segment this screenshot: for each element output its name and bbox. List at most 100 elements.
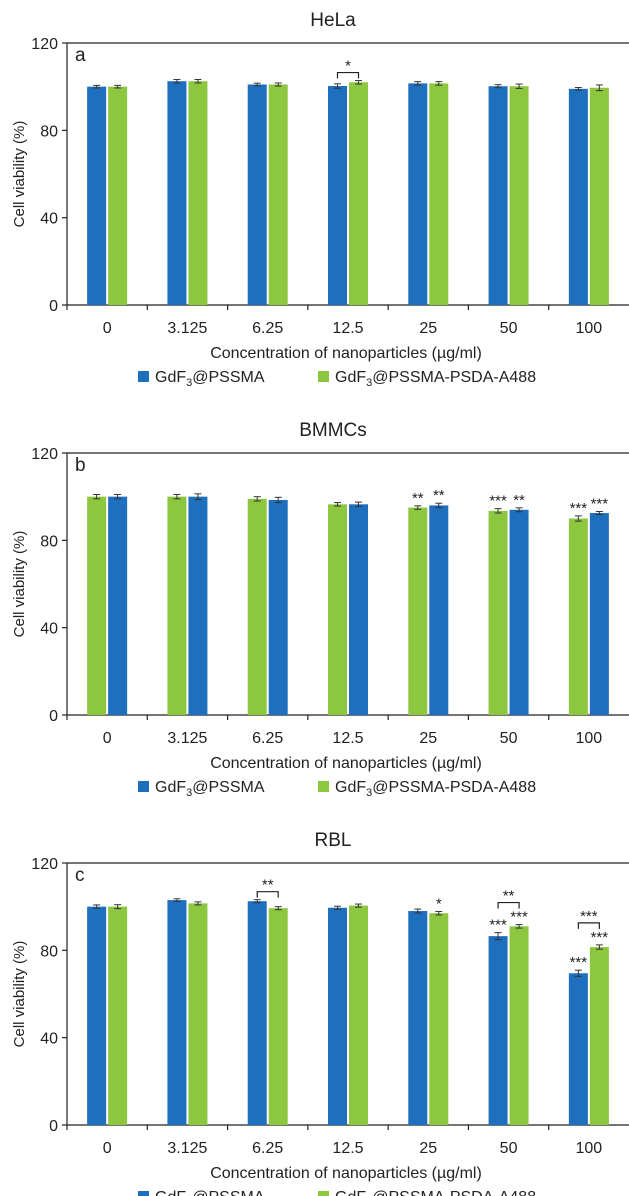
- y-tick-label: 120: [31, 446, 58, 463]
- significance-mark: ***: [591, 929, 609, 946]
- bar: [488, 510, 508, 715]
- significance-mark: ***: [570, 500, 588, 517]
- chart-title: BMMCs: [299, 420, 367, 441]
- x-tick-label: 0: [103, 730, 112, 747]
- y-tick-label: 120: [31, 856, 58, 873]
- y-tick-label: 0: [49, 298, 58, 315]
- legend-label-psda: GdF3@PSSMA-PSDA-A488: [335, 1189, 536, 1196]
- x-tick-label: 6.25: [252, 730, 283, 747]
- x-tick-label: 50: [500, 320, 518, 337]
- x-tick-label: 25: [419, 320, 437, 337]
- bar: [509, 509, 529, 715]
- bar: [408, 507, 428, 715]
- y-tick-label: 40: [40, 1031, 58, 1048]
- y-tick-label: 40: [40, 211, 58, 228]
- x-tick-label: 50: [500, 1140, 518, 1157]
- bar: [87, 86, 107, 306]
- legend-label-subscript: 3: [366, 787, 372, 799]
- x-tick-label: 6.25: [252, 1140, 283, 1157]
- significance-mark: ***: [489, 493, 507, 510]
- legend-label-subscript: 3: [186, 377, 192, 389]
- legend-label-psda: GdF3@PSSMA-PSDA-A488: [335, 369, 536, 389]
- legend-label-part: @PSSMA: [192, 779, 265, 796]
- legend-label-part: @PSSMA-PSDA-A488: [372, 779, 536, 796]
- legend-label-part: GdF: [155, 369, 186, 386]
- legend-swatch-pssma: [138, 371, 149, 382]
- chart-title: RBL: [315, 830, 352, 851]
- bar: [328, 907, 347, 1125]
- x-tick-label: 12.5: [332, 730, 363, 747]
- legend-swatch-psda: [318, 1191, 329, 1196]
- legend-label-pssma: GdF3@PSSMA: [155, 779, 265, 799]
- bar: [429, 505, 449, 715]
- x-tick-label: 12.5: [332, 1140, 363, 1157]
- chart-panel-a: HeLa a 0 40 80 120 Cell viability (%) 0 3.125 6.2…: [11, 10, 629, 389]
- x-tick-label: 25: [419, 730, 437, 747]
- legend-label-part: @PSSMA: [192, 1189, 265, 1196]
- bar: [488, 86, 508, 305]
- panel-letter: a: [75, 45, 86, 66]
- significance-bracket: [497, 901, 520, 909]
- legend-swatch-pssma: [138, 1191, 149, 1196]
- y-axis-label: Cell viability (%): [11, 941, 28, 1048]
- bar: [408, 83, 428, 306]
- significance-bracket: [256, 891, 279, 898]
- bar: [268, 84, 288, 305]
- bar: [188, 496, 208, 715]
- bar: [268, 499, 288, 715]
- x-tick-label: 0: [103, 320, 112, 337]
- x-axis-label: Concentration of nanoparticles (µg/ml): [210, 345, 482, 362]
- bar: [589, 87, 609, 305]
- bar: [108, 86, 128, 306]
- significance-mark: *: [345, 58, 351, 75]
- bar: [167, 900, 187, 1125]
- y-tick-label: 120: [31, 36, 58, 53]
- legend-label-part: GdF: [335, 779, 366, 796]
- significance-mark: **: [513, 492, 525, 509]
- significance-mark: ***: [591, 496, 609, 513]
- x-tick-label: 12.5: [332, 320, 363, 337]
- x-tick-label: 0: [103, 1140, 112, 1157]
- chart-panel-b: BMMCs b 0 40 80 120 Cell viability (%) 0 3.125 6.…: [11, 420, 629, 799]
- bar: [167, 496, 187, 715]
- significance-mark: **: [262, 877, 274, 894]
- legend-label-pssma: GdF3@PSSMA: [155, 1189, 265, 1196]
- y-axis-label: Cell viability (%): [11, 121, 28, 228]
- legend-swatch-psda: [318, 371, 329, 382]
- significance-mark: *: [436, 895, 442, 912]
- legend-label-part: @PSSMA-PSDA-A488: [372, 1189, 536, 1196]
- legend-label-part: GdF: [155, 779, 186, 796]
- bar: [509, 86, 529, 305]
- bar: [429, 83, 449, 306]
- bar: [509, 926, 529, 1125]
- x-tick-label: 25: [419, 1140, 437, 1157]
- bar: [87, 496, 107, 715]
- x-axis-label: Concentration of nanoparticles (µg/ml): [210, 1165, 482, 1182]
- x-tick-label: 100: [576, 1140, 603, 1157]
- legend-label-part: @PSSMA-PSDA-A488: [372, 369, 536, 386]
- y-tick-label: 40: [40, 621, 58, 638]
- x-axis-label: Concentration of nanoparticles (µg/ml): [210, 755, 482, 772]
- bar: [188, 81, 208, 305]
- bar: [108, 496, 128, 715]
- legend-label-subscript: 3: [186, 787, 192, 799]
- significance-mark: **: [433, 487, 445, 504]
- legend-label-part: GdF: [335, 1189, 366, 1196]
- legend-label-part: @PSSMA: [192, 369, 265, 386]
- significance-mark: ***: [489, 917, 507, 934]
- significance-mark: **: [412, 490, 424, 507]
- bar: [349, 504, 368, 715]
- y-tick-label: 0: [49, 1118, 58, 1135]
- legend-swatch-psda: [318, 781, 329, 792]
- legend-label-part: GdF: [335, 369, 366, 386]
- bar: [108, 906, 128, 1125]
- y-tick-label: 80: [40, 943, 58, 960]
- legend-swatch-pssma: [138, 781, 149, 792]
- y-tick-label: 0: [49, 708, 58, 725]
- x-tick-label: 50: [500, 730, 518, 747]
- chart-title: HeLa: [310, 10, 356, 31]
- bar: [87, 906, 107, 1125]
- significance-bracket: [336, 71, 360, 79]
